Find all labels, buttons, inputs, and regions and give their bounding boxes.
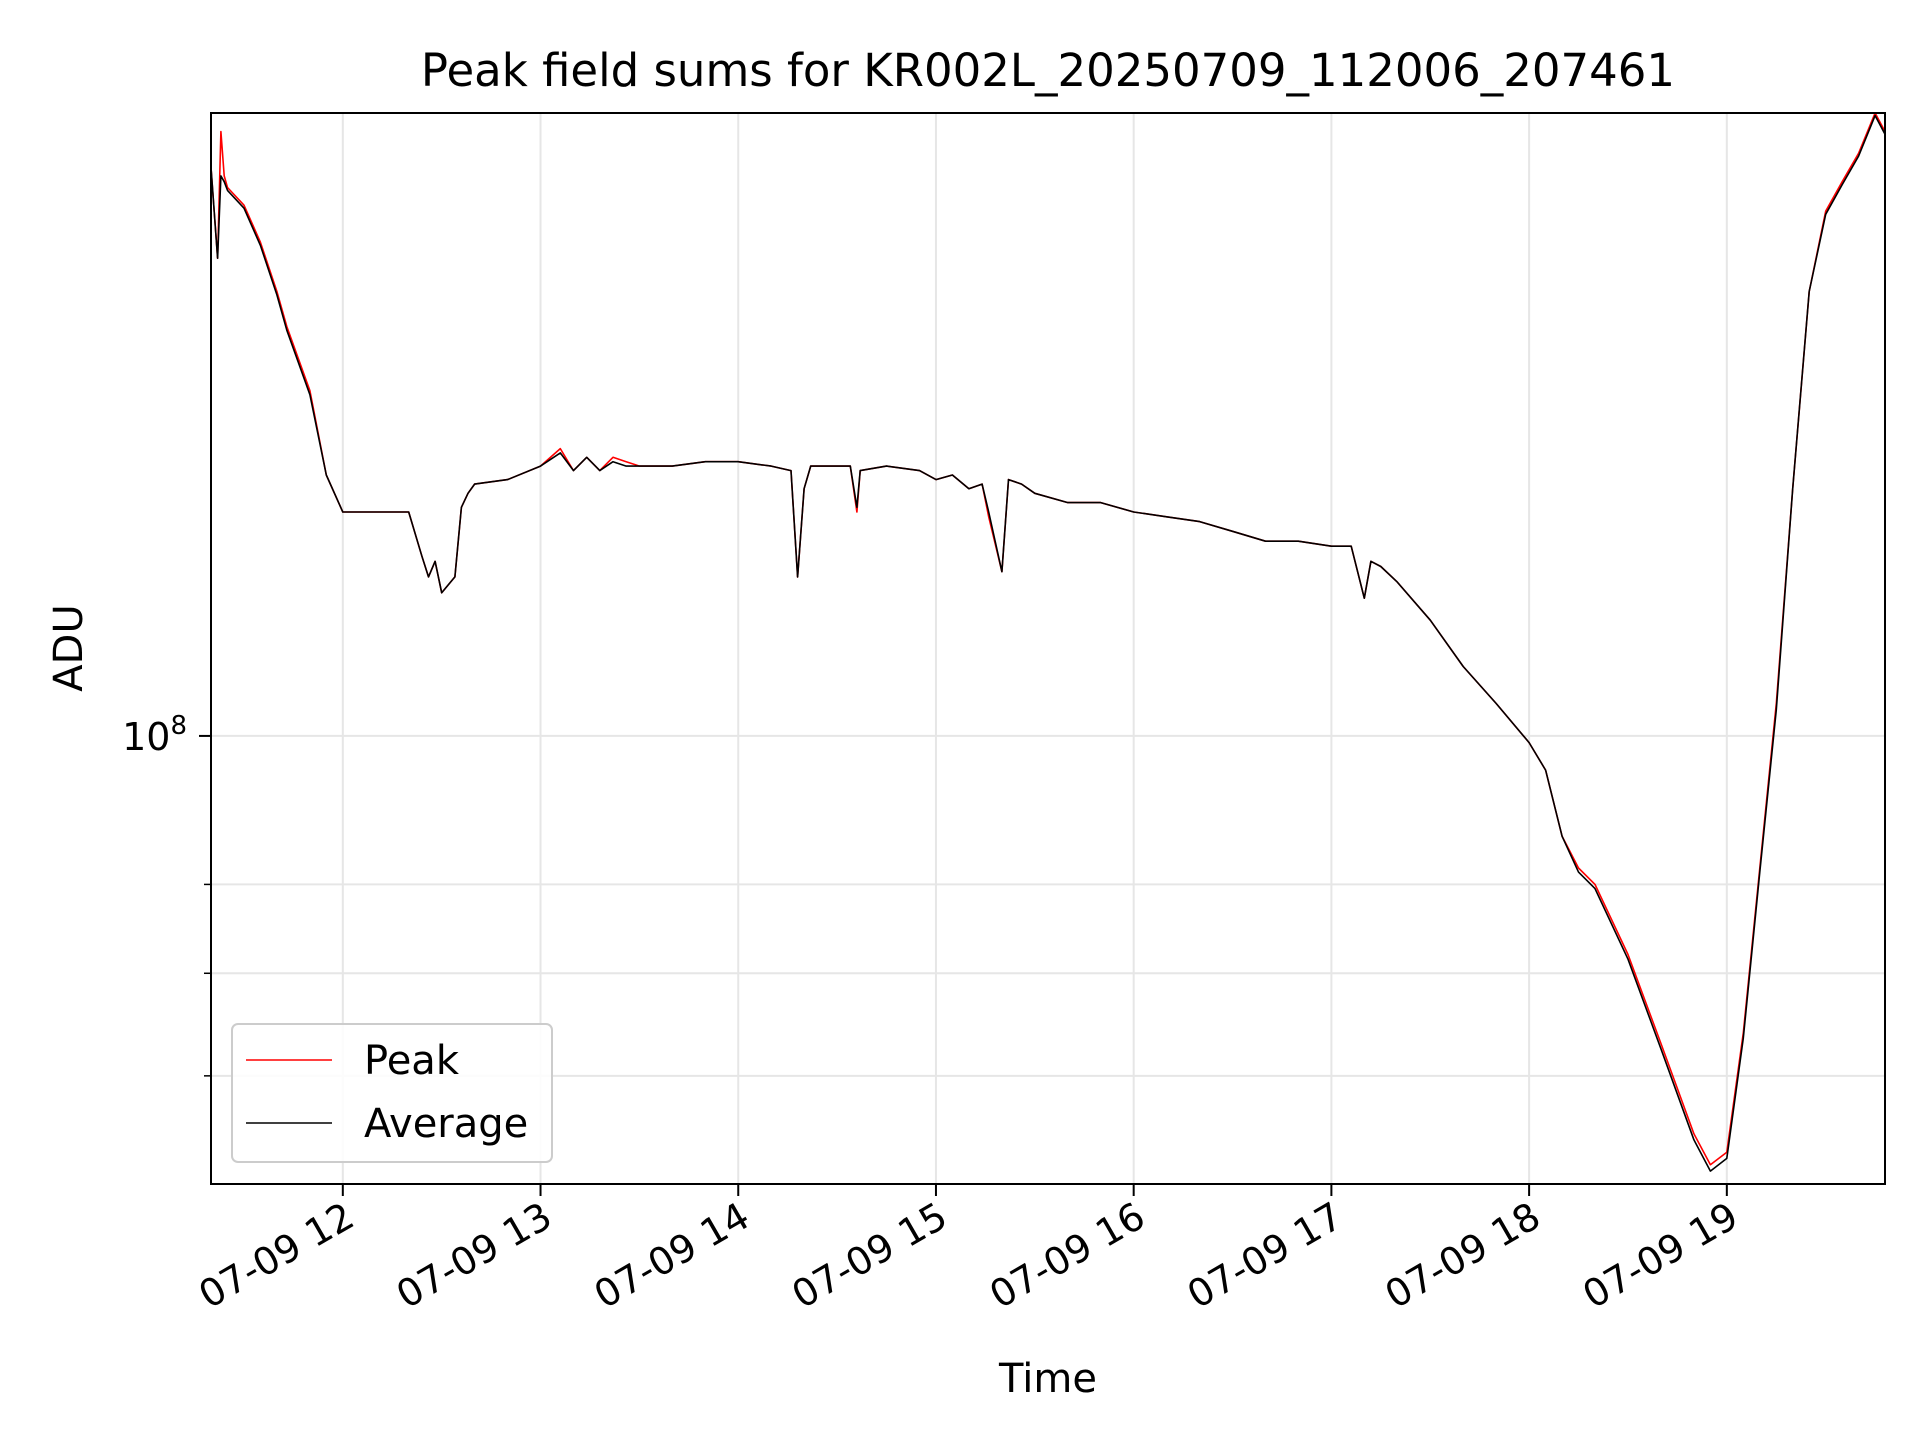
x-axis-label: Time [998, 1356, 1097, 1402]
chart-title: Peak field sums for KR002L_20250709_1120… [421, 44, 1675, 97]
legend-label-peak: Peak [364, 1038, 460, 1084]
y-tick-label-exponent: 8 [170, 711, 187, 741]
series-lines [210, 112, 1886, 1172]
legend-box [231, 1023, 553, 1163]
series-line-average [210, 114, 1886, 1172]
legend: Peak Average [231, 1023, 553, 1163]
y-tick-label-base: 10 [122, 715, 170, 759]
legend-label-average: Average [364, 1101, 528, 1147]
y-axis-label: ADU [46, 604, 92, 691]
plot-frame [210, 112, 1886, 1185]
grid [211, 113, 1885, 1184]
y-tick-label: 108 [122, 711, 187, 759]
y-axis-ticks: 108 [122, 711, 211, 1077]
